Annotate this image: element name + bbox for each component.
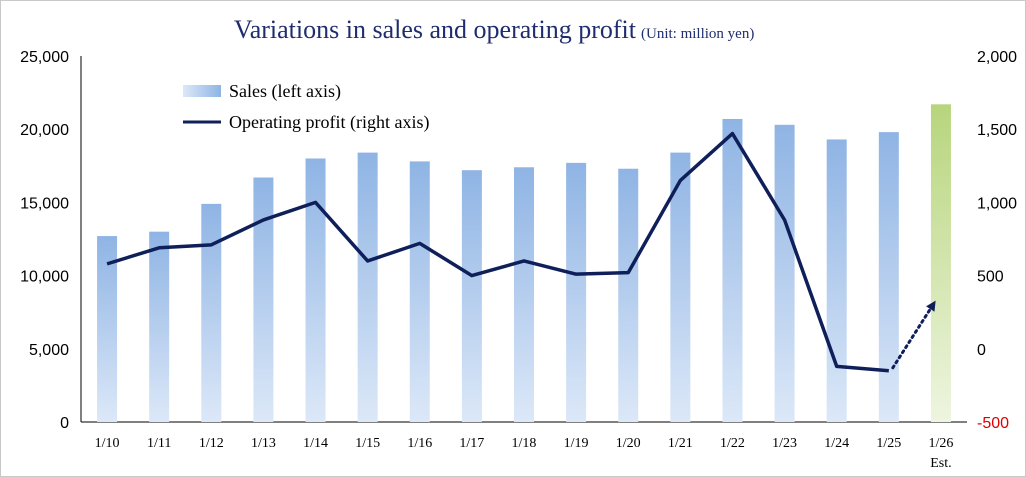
sales-bar [409, 161, 430, 422]
left-axis-tick-label: 15,000 [20, 195, 69, 212]
sales-bar [514, 167, 534, 422]
x-axis-tick-label: 1/24 [824, 436, 849, 451]
left-axis-tick-label: 10,000 [20, 269, 69, 286]
left-axis-tick-label: 5,000 [29, 342, 69, 359]
x-axis-tick-label: 1/22 [720, 436, 745, 451]
sales-bar [774, 124, 795, 423]
x-axis-tick-label: 1/18 [512, 436, 537, 451]
profit-line [106, 131, 889, 373]
sales-bar [670, 152, 691, 422]
x-axis-tick-label: 1/17 [459, 436, 484, 451]
x-axis-tick-label: 1/12 [199, 436, 224, 451]
sales-bars [97, 104, 951, 423]
x-axis-tick-label: 1/23 [772, 436, 797, 451]
legend-sales-label: Sales (left axis) [229, 81, 341, 102]
legend-profit-label: Operating profit (right axis) [229, 112, 429, 133]
x-axis-tick-label: 1/26 [928, 436, 953, 451]
right-axis-ticks: -500 0 500 1,000 1,500 2,000 [977, 49, 1017, 432]
right-axis-tick-label: 1,000 [977, 195, 1017, 212]
x-axis-tick-label: 1/11 [147, 436, 171, 451]
sales-bar [618, 168, 639, 422]
left-axis-tick-label: 20,000 [20, 122, 69, 139]
sales-bar [461, 170, 482, 422]
chart-title: Variations in sales and operating profit [234, 15, 637, 44]
sales-bar [305, 158, 326, 423]
x-axis-tick-label: 1/19 [564, 436, 589, 451]
x-axis-tick-label: 1/21 [668, 436, 693, 451]
x-axis-tick-sublabel: Est. [930, 456, 951, 471]
sales-bar [566, 162, 587, 422]
sales-bar-estimate [930, 104, 951, 422]
right-axis-tick-label: 0 [977, 342, 986, 359]
right-axis-tick-label: 1,500 [977, 122, 1017, 139]
left-axis-ticks: 0 5,000 10,000 15,000 20,000 25,000 [20, 49, 69, 432]
x-axis-tick-label: 1/25 [876, 436, 901, 451]
profit-estimate-arrow [891, 300, 936, 370]
right-axis-tick-label: 2,000 [977, 49, 1017, 66]
sales-bar [878, 132, 899, 423]
x-axis-tick-label: 1/10 [95, 436, 120, 451]
sales-bar [826, 139, 847, 422]
legend-sales-swatch [183, 85, 221, 97]
right-axis-tick-label: 500 [977, 269, 1004, 286]
x-axis-tick-label: 1/15 [355, 436, 380, 451]
profit-line-group [106, 131, 936, 373]
x-axis-tick-label: 1/13 [251, 436, 276, 451]
x-axis-tick-label: 1/16 [407, 436, 432, 451]
left-axis-tick-label: 0 [60, 415, 69, 432]
x-axis-tick-label: 1/20 [616, 436, 641, 451]
sales-bar [201, 203, 222, 422]
sales-bar [722, 118, 743, 423]
x-axis-ticks: 1/10 1/11 1/12 1/13 1/14 1/15 1/16 1/17 1/18 1/19… [95, 436, 954, 471]
right-axis-tick-label: -500 [977, 415, 1009, 432]
sales-bar [97, 236, 118, 422]
x-axis-tick-label: 1/14 [303, 436, 328, 451]
left-axis-tick-label: 25,000 [20, 49, 69, 66]
sales-bar [357, 152, 378, 422]
chart-subtitle: (Unit: million yen) [641, 26, 754, 42]
sales-bar [149, 231, 170, 422]
sales-bar [253, 177, 274, 422]
